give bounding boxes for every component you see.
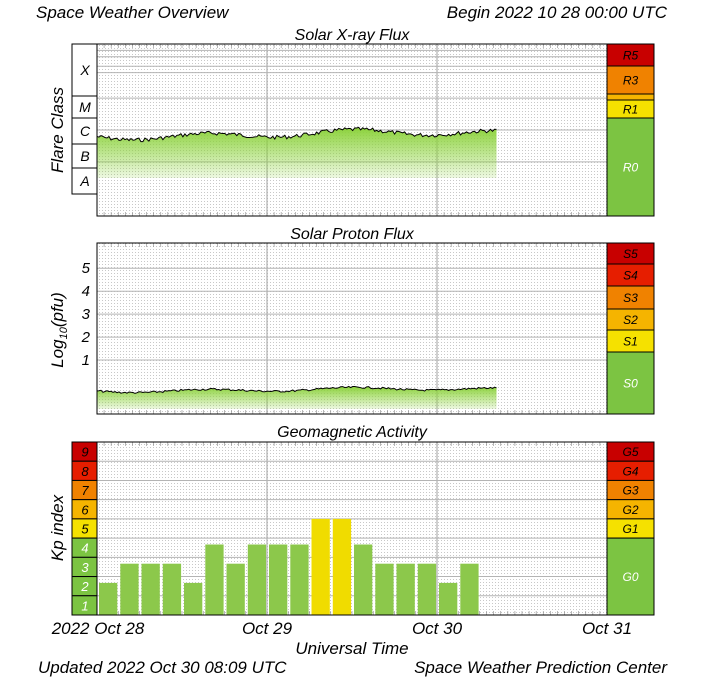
flare-class-label-m: M: [79, 99, 91, 115]
x-tick-label: Oct 31: [582, 619, 632, 638]
kp-level-cell: [71, 595, 98, 616]
kp-level-label: 9: [81, 445, 88, 460]
xray-scale-label: R3: [623, 74, 639, 88]
proton-title: Solar Proton Flux: [290, 226, 415, 243]
kp-scale-label: G2: [622, 503, 638, 517]
proton-tick-label: 1: [82, 352, 90, 369]
kp-ylabel: Kp index: [48, 494, 67, 561]
kp-bar: [396, 563, 415, 615]
kp-bar: [290, 544, 309, 615]
kp-scale-label: G5: [622, 445, 638, 459]
updated-time: Updated 2022 Oct 30 08:09 UTC: [38, 658, 287, 677]
flare-class-box: [71, 43, 98, 195]
kp-plot: [96, 441, 608, 616]
source-credit: Space Weather Prediction Center: [414, 658, 667, 677]
kp-level-label: 7: [81, 483, 89, 498]
kp-bar: [460, 563, 479, 615]
kp-bar: [120, 563, 139, 615]
xray-ylabel: Flare Class: [48, 87, 67, 173]
kp-scale-border: [606, 441, 655, 616]
kp-bar: [439, 582, 458, 615]
xray-title: Solar X-ray Flux: [295, 27, 411, 44]
proton-flux-area: [97, 386, 497, 409]
proton-ylabel-tail: (pfu): [48, 292, 67, 327]
kp-bar: [354, 544, 373, 615]
proton-plot: [96, 242, 608, 415]
kp-bar: [247, 544, 267, 615]
xray-scale-label: R1: [623, 103, 638, 117]
proton-background: [97, 243, 607, 414]
proton-scale-label: S3: [623, 291, 638, 305]
proton-tick-label: 5: [82, 260, 91, 277]
flare-class-label-c: C: [80, 123, 91, 139]
xray-scale-border: [606, 43, 655, 217]
x-tick-label: Oct 30: [412, 619, 463, 638]
kp-level-label: 3: [81, 560, 89, 575]
xray-plot: [96, 43, 608, 217]
kp-scale-label: G3: [622, 484, 638, 498]
kp-bar: [332, 518, 352, 615]
page-title: Space Weather Overview: [36, 3, 229, 22]
proton-scale-label: S5: [623, 247, 638, 261]
kp-level-label: 6: [81, 502, 89, 517]
x-tick-label: Oct 29: [242, 619, 293, 638]
flare-class-label-x: X: [79, 62, 90, 78]
kp-level-label: 8: [81, 464, 89, 479]
kp-scale-label: G1: [622, 522, 638, 536]
proton-scale-label: S4: [623, 269, 638, 283]
kp-bar: [226, 563, 245, 615]
proton-tick-label: 2: [81, 329, 91, 346]
kp-bar: [205, 544, 224, 615]
kp-level-label: 1: [81, 598, 88, 613]
kp-background: [97, 442, 607, 615]
x-tick-label: 2022 Oct 28: [51, 619, 145, 638]
kp-bar: [375, 563, 394, 615]
kp-bar: [162, 563, 182, 615]
kp-scale-label: G0: [622, 570, 638, 584]
proton-scale-label: S0: [623, 377, 638, 391]
proton-tick-label: 3: [82, 306, 91, 323]
begin-time: Begin 2022 10 28 00:00 UTC: [446, 3, 667, 22]
proton-scale: S5 S4 S3 S2 S1 S0: [606, 242, 655, 415]
xray-scale-cell: [606, 93, 655, 101]
kp-bar: [141, 563, 160, 615]
proton-ylabel-sub: 10: [58, 326, 70, 339]
kp-level-label: 2: [80, 579, 89, 594]
proton-scale-label: S1: [623, 335, 638, 349]
proton-ylabel-main: Log: [48, 339, 67, 368]
proton-scale-border: [606, 242, 655, 415]
kp-bar: [269, 544, 288, 615]
xray-scale: R5 R3 R1 R0: [606, 43, 655, 217]
xray-scale-label: R0: [623, 161, 639, 175]
kp-level-label: 5: [81, 522, 89, 537]
kp-bar: [184, 582, 203, 615]
flare-class-label-a: A: [79, 173, 89, 189]
proton-ylabel: Log10(pfu): [48, 292, 70, 368]
xray-scale-label: R5: [623, 49, 639, 63]
kp-scale: G5 G4 G3 G2 G1 G0: [606, 441, 655, 616]
xray-flux-area: [97, 127, 497, 178]
proton-scale-label: S2: [623, 313, 638, 327]
x-axis-label: Universal Time: [295, 639, 408, 658]
kp-title: Geomagnetic Activity: [277, 424, 428, 441]
kp-bar: [311, 518, 330, 615]
kp-bar: [99, 582, 118, 615]
kp-scale-label: G4: [622, 464, 638, 478]
kp-level-label: 4: [81, 541, 88, 556]
flare-class-label-b: B: [80, 148, 89, 164]
proton-flux-line: [96, 385, 497, 394]
proton-tick-label: 4: [82, 283, 90, 300]
xray-flux-line: [96, 126, 497, 143]
kp-level-labels: 9 8 7 6 5 4 3 2 1: [71, 441, 98, 616]
kp-bar: [417, 563, 437, 615]
